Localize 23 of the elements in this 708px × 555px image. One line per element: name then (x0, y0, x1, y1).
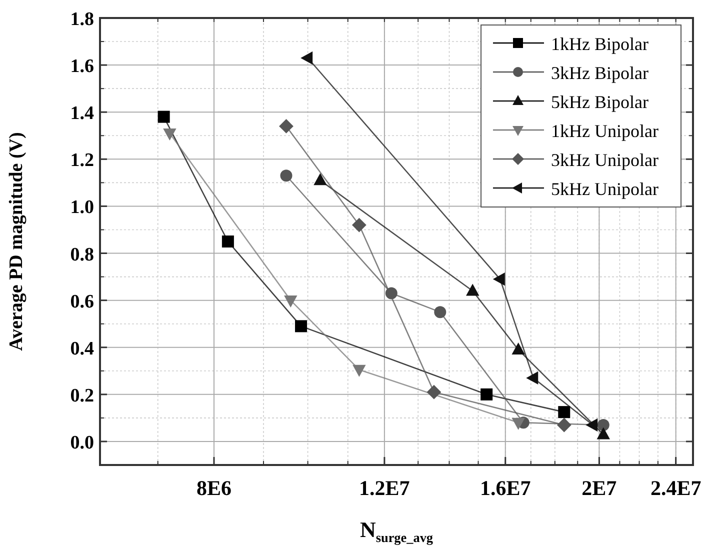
x-axis-title: N$_{surge_avg}$ (360, 517, 434, 545)
y-tick-label: 0.8 (70, 244, 94, 266)
y-tick-label: 0.6 (70, 291, 94, 312)
legend-label: 3kHz Unipolar (551, 150, 658, 170)
x-tick-label: 2E7 (582, 476, 617, 500)
y-tick-label: 1.6 (70, 56, 94, 78)
y-tick-label: 0.0 (70, 432, 94, 454)
y-tick-label: 1.2 (70, 150, 94, 172)
legend-label: 3kHz Bipolar (551, 63, 648, 83)
legend-label: 5kHz Bipolar (551, 92, 648, 112)
y-tick-label: 1.8 (70, 9, 94, 30)
x-tick-label: 2.4E7 (650, 476, 702, 500)
y-tick-label: 0.2 (70, 385, 94, 406)
x-tick-label: 8E6 (196, 476, 232, 500)
y-tick-label: 0.4 (70, 338, 94, 360)
x-tick-label: 1.6E7 (480, 476, 531, 500)
legend-label: 1kHz Unipolar (551, 121, 658, 141)
y-tick-label: 1.0 (70, 197, 94, 218)
legend-label: 5kHz Unipolar (551, 179, 658, 199)
y-axis-title: Average PD magnitude (V) (6, 132, 27, 351)
x-tick-label: 1.2E7 (359, 476, 410, 500)
legend-label: 1kHz Bipolar (551, 34, 648, 54)
y-tick-label: 1.4 (70, 103, 94, 124)
